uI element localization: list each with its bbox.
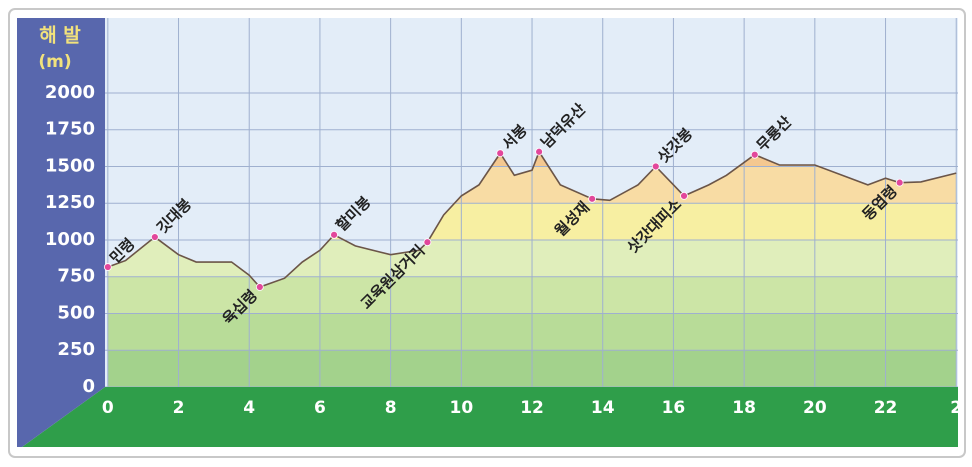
waypoint [423,238,432,247]
y-tick-label: 1750 [45,119,95,140]
x-tick-label: 18 [732,398,756,418]
y-label: 해 발 [39,25,81,47]
y-tick-label: 1250 [45,192,95,213]
y-tick-label: 0 [82,376,95,397]
y-tick-label: 2000 [45,82,95,103]
waypoint [103,263,112,271]
x-tick-label: 10 [449,398,473,418]
waypoint [330,230,338,239]
y-tick-label: 1000 [45,229,95,250]
waypoint [895,178,904,187]
x-tick-label: 6 [314,398,326,418]
x-tick-label: 8 [385,398,397,418]
x-tick-label: 22 [874,398,898,418]
elevation-band [107,350,957,387]
y-tick-label: 1500 [45,155,95,176]
y-tick-label: 250 [57,339,95,360]
x-tick-label: 2 [173,398,185,418]
x-tick-label: 20 [803,398,827,418]
waypoint [496,149,505,158]
y-tick-label: 500 [57,302,95,323]
waypoint [680,191,688,200]
y-tick-label: 750 [57,266,95,287]
waypoint [255,283,264,291]
x-tick-label: 4 [243,398,255,418]
x-tick-label: 2 [950,398,962,418]
y-axis-panel [17,18,105,447]
waypoint [588,194,597,203]
x-tick-label: 14 [591,398,615,418]
waypoint [150,233,159,241]
x-tick-label: 0 [102,398,114,418]
waypoint [750,150,759,159]
x-axis-strip [22,387,958,447]
x-tick-label: 12 [520,398,544,418]
x-tick-label: 16 [662,398,686,418]
profile-line [107,150,957,288]
waypoint [651,162,660,171]
y-unit: (m) [38,52,71,72]
waypoint [535,147,544,156]
